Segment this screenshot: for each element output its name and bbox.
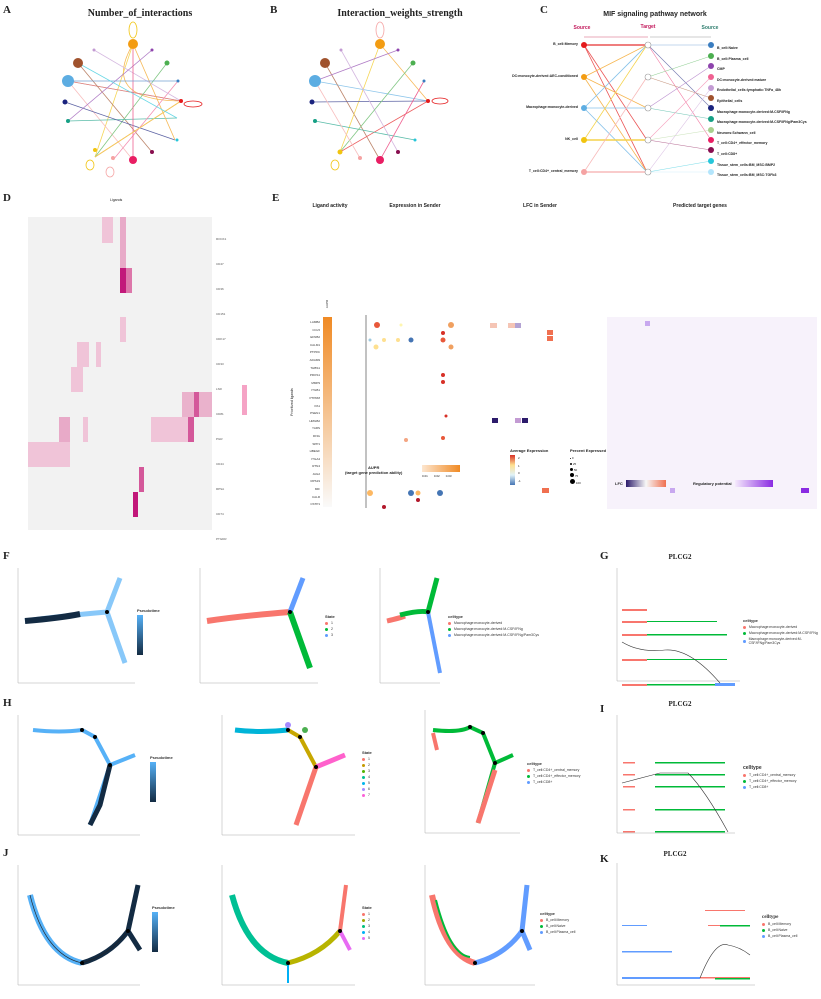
panel-g: G PLCG2 celltype Macrophage:monocyte-der… bbox=[580, 548, 821, 690]
h-legend-pseudotime: Pseudotime bbox=[150, 755, 173, 802]
e-target-title: Predicted target genes bbox=[673, 203, 727, 209]
j-trajectories bbox=[17, 865, 535, 986]
panel-b-title: Interaction_weights_strength bbox=[337, 8, 463, 19]
panel-b: B Interaction_weights_strength bbox=[270, 0, 540, 190]
panel-j: J Pseudotime State 1 2 3 4 5 celltype B_… bbox=[0, 845, 580, 999]
i-plot bbox=[616, 715, 735, 834]
g-title: PLCG2 bbox=[668, 553, 692, 561]
e-aupr-legend: AUPR (target gene prediction ability) bbox=[345, 465, 403, 475]
col-target: Target bbox=[640, 24, 656, 30]
d-receptor-labels: ROCK1 CD47 CD36 CD151 CDK17 CD33 LSR CD81 PG… bbox=[216, 237, 227, 541]
f-legend-celltype: celltype Macrophage:monocyte-derived Mac… bbox=[448, 614, 540, 637]
panel-label-c: C bbox=[540, 4, 548, 16]
panel-h: H Pseudotime State 1 2 3 4 5 6 7 celltyp… bbox=[0, 695, 581, 837]
k-plot bbox=[616, 863, 755, 986]
e-pct-legend: Percent Expressed 0 25 50 75 100 bbox=[570, 448, 607, 485]
panel-f: F Pseudotime State 1 2 3 celltype Macrop… bbox=[0, 548, 580, 690]
g-plot bbox=[616, 568, 740, 686]
g-legend: celltype Macrophage:monocyte-derived Mac… bbox=[743, 618, 818, 645]
f-legend-pseudotime: Pseudotime bbox=[137, 608, 160, 655]
ligand-receptor-heatmap bbox=[28, 217, 247, 530]
panel-c: C MIF signaling pathway network Source T… bbox=[512, 0, 821, 190]
panel-a-title: Number_of_interactions bbox=[87, 8, 193, 19]
panel-label-i: I bbox=[600, 703, 605, 715]
panel-label-j: J bbox=[3, 847, 9, 859]
f-legend-state: State 1 2 3 bbox=[325, 614, 335, 637]
col-source-right: Source bbox=[701, 25, 719, 31]
panel-label-a: A bbox=[3, 4, 11, 16]
e-reg-legend: Regulatory potential bbox=[693, 480, 773, 487]
k-legend: celltype B_cell:Memory B_cell:Naive B_ce… bbox=[762, 915, 798, 938]
e-ligand-activity-title: Ligand activity bbox=[312, 203, 348, 209]
e-ylabel: Prioritized ligands bbox=[289, 388, 294, 416]
i-title: PLCG2 bbox=[668, 700, 692, 708]
col-source-left: Source bbox=[573, 25, 591, 31]
panel-i: I PLCG2 celltype T_cell:CD4+_central_mem… bbox=[580, 695, 821, 837]
node-dc-aec bbox=[128, 39, 138, 49]
e-lfc-title: LFC in Sender bbox=[523, 203, 557, 209]
panel-label-b: B bbox=[270, 4, 278, 16]
e-aupr-col: AUPR bbox=[325, 299, 330, 309]
panel-k: K PLCG2 celltype B_cell:Memory B_cell:Na… bbox=[580, 845, 821, 999]
mif-network bbox=[581, 36, 714, 176]
panel-label-g: G bbox=[600, 550, 609, 562]
interaction-network-weight bbox=[309, 21, 449, 171]
panel-a: A Number_of_interactions bbox=[0, 0, 270, 190]
interaction-network-count bbox=[62, 21, 203, 178]
e-aupr-bar bbox=[422, 465, 460, 472]
h-legend-celltype: celltype T_cell:CD4+_central_memory T_ce… bbox=[527, 761, 581, 784]
d-xlabel: Ligands bbox=[110, 198, 123, 202]
e-aupr-ticks: 0.01 0.02 0.03 bbox=[422, 474, 452, 478]
h-trajectories bbox=[17, 710, 520, 836]
f-trajectories bbox=[17, 568, 442, 684]
panel-label-k: K bbox=[600, 853, 609, 865]
j-legend-state: State 1 2 3 4 5 bbox=[362, 905, 372, 940]
panel-label-h: H bbox=[3, 697, 12, 709]
h-legend-state: State 1 2 3 4 5 6 7 bbox=[362, 750, 372, 797]
e-ligand-list: LAMB2 CCL5 EFNB2 CALM1 PTPRC ADAM9 THBS1 PROS… bbox=[309, 320, 320, 507]
i-legend: celltype T_cell:CD4+_central_memory T_ce… bbox=[743, 765, 797, 789]
panel-label-f: F bbox=[3, 550, 10, 562]
panel-label-e: E bbox=[272, 192, 280, 204]
c-right-labels: B_cell:Naive B_cell:Plasma_cell CMP DC:mon… bbox=[717, 46, 807, 178]
panel-e: E Ligand activity Expression in Sender L… bbox=[270, 190, 821, 510]
j-legend-celltype: celltype B_cell:Memory B_cell:Naive B_ce… bbox=[540, 911, 576, 934]
panel-label-d: D bbox=[3, 192, 11, 204]
e-plots bbox=[323, 315, 817, 509]
panel-d: D Ligands ROCK1 CD47 CD36 CD151 CDK17 CD33 … bbox=[0, 190, 270, 541]
panel-c-title: MIF signaling pathway network bbox=[603, 11, 707, 18]
j-legend-pseudotime: Pseudotime bbox=[152, 905, 175, 952]
k-title: PLCG2 bbox=[663, 850, 687, 858]
e-expression-title: Expression in Sender bbox=[389, 203, 441, 209]
e-lfc-legend: LFC bbox=[615, 480, 666, 487]
